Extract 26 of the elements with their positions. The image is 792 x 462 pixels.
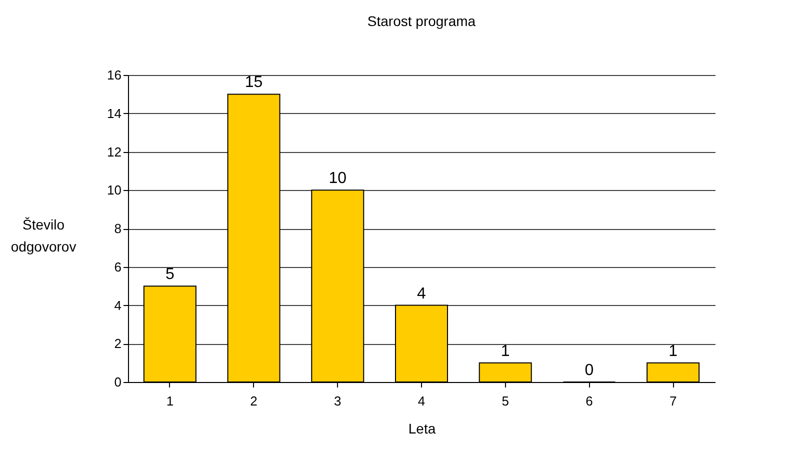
x-tick-label: 4 [418, 394, 426, 408]
x-tick-label: 1 [166, 394, 174, 408]
y-tick-label: 8 [114, 221, 122, 236]
y-tick-label: 10 [107, 182, 122, 198]
y-tick-label: 4 [114, 298, 122, 313]
data-label: 1 [500, 342, 510, 360]
x-tick-label: 5 [502, 394, 509, 408]
data-label: 10 [328, 170, 347, 188]
x-tick-label: 6 [586, 394, 593, 408]
y-axis-title: Število odgovorov [10, 216, 76, 254]
data-label: 0 [584, 362, 594, 379]
y-tick-label: 0 [114, 374, 122, 390]
y-tick-label: 14 [107, 106, 122, 121]
y-tick-label: 2 [114, 336, 122, 352]
data-label: 5 [165, 266, 174, 284]
x-tick-label: 7 [669, 394, 677, 408]
y-tick-label: 12 [107, 144, 122, 160]
x-tick-label: 3 [334, 394, 342, 408]
chart-title: Starost programa [367, 13, 476, 29]
data-label: 15 [244, 74, 263, 92]
x-tick-label: 2 [250, 394, 258, 408]
y-tick-label: 16 [107, 68, 122, 82]
data-label: 4 [417, 285, 426, 302]
data-label: 1 [668, 342, 678, 360]
y-tick-label: 6 [114, 259, 122, 274]
x-axis-title: Leta [408, 420, 436, 436]
